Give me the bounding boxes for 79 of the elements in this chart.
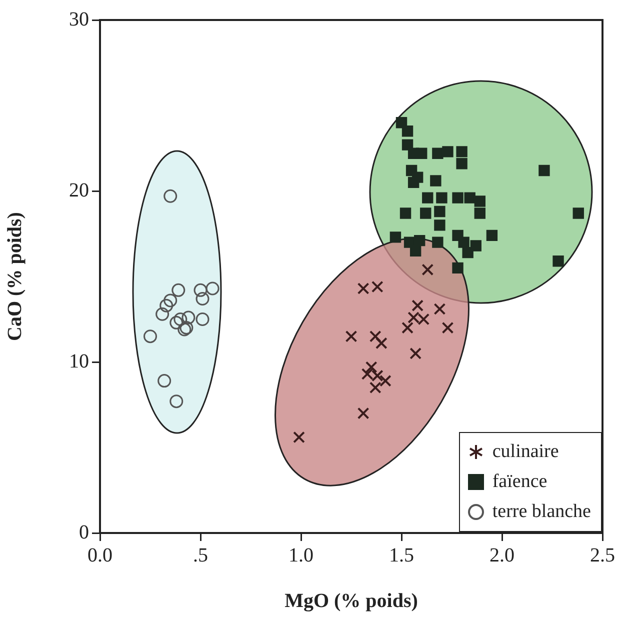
x-tick-label: .5 — [193, 544, 208, 566]
point — [160, 298, 174, 312]
x-tick-label: 1.5 — [389, 544, 414, 566]
point — [410, 348, 422, 360]
point — [206, 282, 220, 296]
x-tick-label: 2.5 — [590, 544, 615, 566]
point — [369, 330, 382, 342]
point — [422, 264, 434, 276]
point — [414, 234, 426, 246]
y-axis-title: CaO (% poids) — [4, 212, 26, 341]
legend-label: culinaire — [492, 441, 559, 463]
point — [402, 322, 414, 334]
point — [357, 282, 370, 294]
y-tick-label: 10 — [69, 350, 89, 372]
point — [158, 374, 172, 388]
legend-label: terre blanche — [492, 501, 591, 523]
point — [156, 307, 170, 321]
point — [474, 196, 486, 207]
point — [442, 146, 454, 158]
x-tick-label: 0.0 — [88, 544, 112, 566]
point — [538, 164, 550, 176]
point — [172, 283, 186, 297]
point — [182, 310, 196, 324]
point — [365, 361, 378, 374]
point — [357, 407, 370, 420]
point — [379, 374, 392, 387]
point — [402, 126, 414, 137]
point — [361, 368, 374, 380]
point — [144, 330, 157, 344]
point — [170, 394, 184, 408]
x-tick-label: 1.0 — [288, 544, 314, 566]
legend-label: faïence — [492, 471, 548, 493]
point — [452, 192, 464, 204]
point — [416, 148, 428, 159]
point — [196, 292, 210, 306]
point — [464, 192, 476, 204]
point — [174, 312, 188, 326]
point — [474, 208, 486, 219]
point — [170, 316, 184, 330]
point — [194, 283, 208, 297]
point — [442, 322, 454, 334]
point — [420, 208, 432, 219]
point — [486, 230, 498, 242]
point — [164, 189, 178, 203]
point — [434, 220, 446, 231]
point — [456, 158, 468, 170]
point — [470, 240, 482, 252]
point — [412, 300, 424, 312]
point — [458, 236, 470, 248]
y-tick-label: 30 — [69, 8, 89, 30]
y-tick-label: 0 — [79, 521, 89, 544]
point — [552, 256, 564, 267]
point — [402, 139, 414, 150]
point — [410, 245, 422, 256]
point — [293, 431, 305, 444]
point — [164, 294, 178, 308]
point — [371, 280, 384, 293]
point — [400, 208, 412, 219]
point — [422, 192, 434, 204]
point — [436, 192, 448, 204]
point — [345, 330, 358, 342]
point — [196, 312, 210, 326]
x-tick-label: 2.0 — [490, 544, 514, 566]
point — [418, 313, 430, 326]
point — [408, 176, 420, 188]
point — [375, 337, 388, 350]
point — [432, 236, 444, 248]
point — [434, 206, 446, 218]
point — [434, 303, 446, 315]
point — [408, 312, 420, 324]
point — [432, 148, 444, 159]
point — [456, 146, 468, 158]
point — [462, 246, 474, 258]
x-axis-title: MgO (% poids) — [284, 590, 418, 612]
point — [452, 262, 464, 274]
y-tick-label: 20 — [69, 179, 89, 202]
point — [572, 208, 584, 219]
point — [430, 175, 442, 186]
point — [390, 232, 402, 243]
